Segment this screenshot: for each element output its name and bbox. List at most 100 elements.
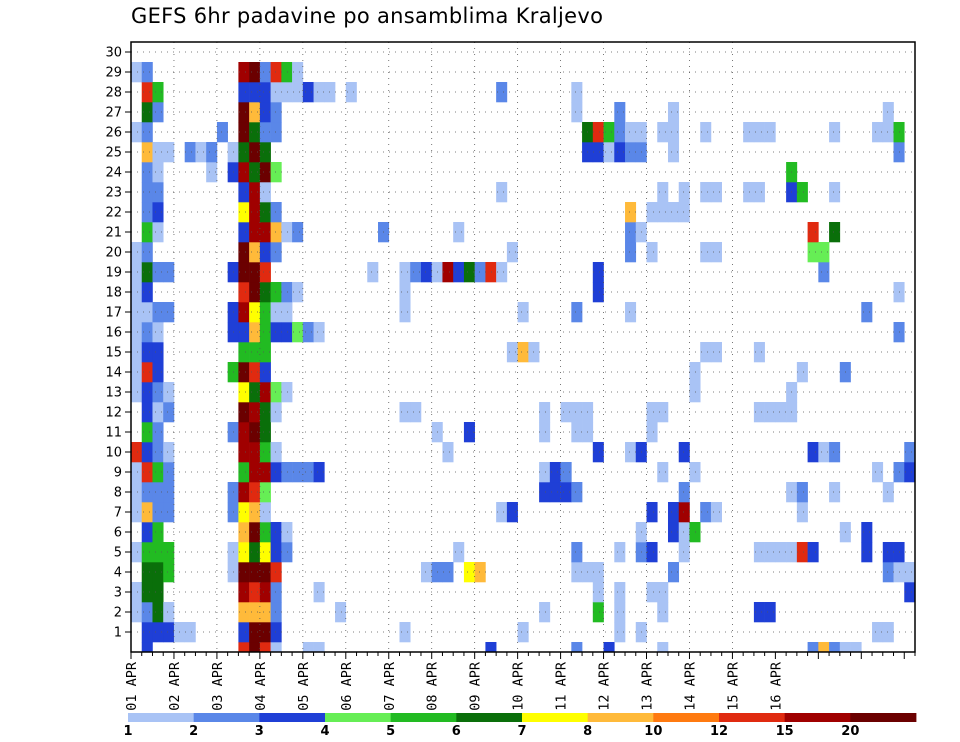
heatmap-cell xyxy=(281,82,293,103)
heatmap-cell xyxy=(141,102,153,123)
heatmap-cell xyxy=(141,322,153,343)
heatmap-cell xyxy=(667,102,680,123)
heatmap-cell xyxy=(131,362,143,383)
heatmap-cell xyxy=(453,222,465,243)
heatmap-cell xyxy=(625,442,637,463)
heatmap-cell xyxy=(485,642,497,653)
heatmap-cell xyxy=(281,382,293,403)
heatmap-cell xyxy=(882,562,894,583)
heatmap-cell xyxy=(764,542,776,563)
heatmap-cell xyxy=(453,542,465,563)
x-tick-label: 05 APR xyxy=(296,661,312,711)
heatmap-cell xyxy=(614,582,626,603)
heatmap-cell xyxy=(259,362,271,383)
heatmap-cell xyxy=(410,402,422,423)
heatmap-cell xyxy=(689,362,701,383)
heatmap-cell xyxy=(861,542,873,563)
heatmap-cell xyxy=(259,242,271,263)
heatmap-cell xyxy=(259,162,271,183)
y-tick-label: 9 xyxy=(114,466,122,481)
heatmap-cell xyxy=(818,642,830,653)
heatmap-cell xyxy=(796,542,808,563)
heatmap-cell xyxy=(710,342,722,363)
heatmap-cell xyxy=(270,462,282,483)
heatmap-cell xyxy=(249,382,261,403)
heatmap-cell xyxy=(689,522,701,543)
heatmap-cell xyxy=(152,582,164,603)
heatmap-cell xyxy=(882,622,894,643)
x-tick-label: 07 APR xyxy=(382,661,398,711)
colorbar-swatch xyxy=(653,713,720,722)
x-tick-label: 06 APR xyxy=(339,661,355,711)
heatmap-cell xyxy=(259,222,271,243)
heatmap-cell xyxy=(625,222,637,243)
y-tick-label: 27 xyxy=(105,106,122,121)
heatmap-cell xyxy=(163,382,175,403)
heatmap-cell xyxy=(281,322,293,343)
heatmap-cell xyxy=(571,542,583,563)
heatmap-cell xyxy=(249,82,261,103)
heatmap-cell xyxy=(281,542,293,563)
heatmap-cell xyxy=(592,122,604,143)
heatmap-cell xyxy=(163,142,175,163)
colorbar-swatch xyxy=(259,713,326,722)
heatmap-cell xyxy=(270,642,282,653)
heatmap-cell xyxy=(539,402,551,423)
heatmap-cell xyxy=(141,82,153,103)
heatmap-cell xyxy=(163,542,175,563)
heatmap-cell xyxy=(657,122,669,143)
heatmap-cell xyxy=(141,582,153,603)
heatmap-cell xyxy=(259,642,271,653)
heatmap-cell xyxy=(249,222,261,243)
heatmap-cell xyxy=(131,442,143,463)
heatmap-cell xyxy=(592,142,604,163)
heatmap-cell xyxy=(238,202,250,223)
heatmap-cell xyxy=(313,582,325,603)
heatmap-cell xyxy=(614,102,626,123)
heatmap-cell xyxy=(131,542,143,563)
heatmap-cell xyxy=(764,602,776,623)
heatmap-cell xyxy=(141,442,153,463)
heatmap-cell xyxy=(657,402,669,423)
heatmap-cell xyxy=(571,562,583,583)
heatmap-cell xyxy=(818,442,830,463)
heatmap-cell xyxy=(829,642,841,653)
heatmap-cell xyxy=(292,282,304,303)
heatmap-cell xyxy=(345,82,357,103)
y-tick-label: 16 xyxy=(105,326,122,341)
heatmap-cell xyxy=(238,362,250,383)
heatmap-cell xyxy=(152,442,164,463)
heatmap-cell xyxy=(141,382,153,403)
heatmap-cell xyxy=(249,402,261,423)
heatmap-cell xyxy=(657,462,669,483)
heatmap-cell xyxy=(249,442,261,463)
heatmap-cell xyxy=(861,522,873,543)
heatmap-cell xyxy=(270,162,282,183)
x-tick-label: 04 APR xyxy=(253,661,269,711)
heatmap-cell xyxy=(259,262,271,283)
heatmap-cell xyxy=(163,482,175,503)
heatmap-cell xyxy=(657,602,669,623)
heatmap-cell xyxy=(302,642,314,653)
heatmap-cell xyxy=(420,262,433,283)
heatmap-cell xyxy=(141,302,153,323)
heatmap-cell xyxy=(238,322,250,343)
heatmap-cell xyxy=(603,142,615,163)
heatmap-cell xyxy=(152,602,164,623)
heatmap-cell xyxy=(313,462,325,483)
heatmap-cell xyxy=(259,402,271,423)
y-tick-label: 21 xyxy=(105,226,122,241)
y-tick-label: 2 xyxy=(114,606,122,621)
heatmap-cell xyxy=(796,502,808,523)
x-tick-label: 02 APR xyxy=(167,661,183,711)
heatmap-cell xyxy=(131,342,143,363)
heatmap-cell xyxy=(238,262,250,283)
heatmap-cell xyxy=(625,142,637,163)
heatmap-cell xyxy=(571,82,583,103)
heatmap-cell xyxy=(238,382,250,403)
heatmap-cell xyxy=(270,562,282,583)
heatmap-cell xyxy=(152,302,164,323)
heatmap-cell xyxy=(442,442,454,463)
heatmap-cell xyxy=(753,182,765,203)
heatmap-cell xyxy=(592,602,604,623)
